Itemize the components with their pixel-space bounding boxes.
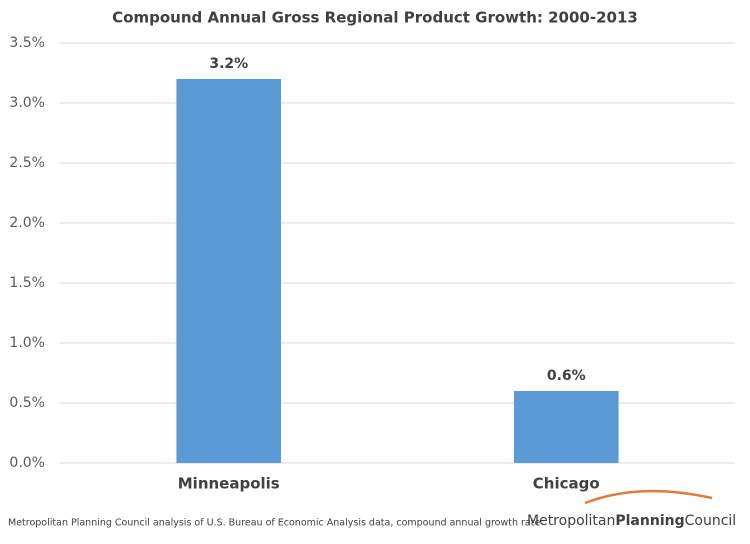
bar [513,391,619,463]
x-tick-label: Chicago [533,475,600,493]
source-note: Metropolitan Planning Council analysis o… [8,518,540,529]
logo-arc [584,489,713,505]
logo-part: Council [685,513,737,529]
y-tick-label: 1.0% [9,335,45,351]
y-tick-label: 0.0% [9,455,45,471]
x-tick-label: Minneapolis [178,475,280,493]
y-tick-label: 3.0% [9,95,45,111]
chart-title: Compound Annual Gross Regional Product G… [112,9,638,27]
bar [176,79,282,463]
y-tick-label: 1.5% [9,275,45,291]
y-tick-label: 2.0% [9,215,45,231]
y-tick-label: 0.5% [9,395,45,411]
y-tick-label: 3.5% [9,35,45,51]
logo: MetropolitanPlanningCouncil [527,513,736,529]
y-tick-label: 2.5% [9,155,45,171]
value-label: 0.6% [547,368,586,384]
logo-part: Metropolitan [527,513,615,529]
value-label: 3.2% [209,56,248,72]
logo-part: Planning [615,513,684,529]
